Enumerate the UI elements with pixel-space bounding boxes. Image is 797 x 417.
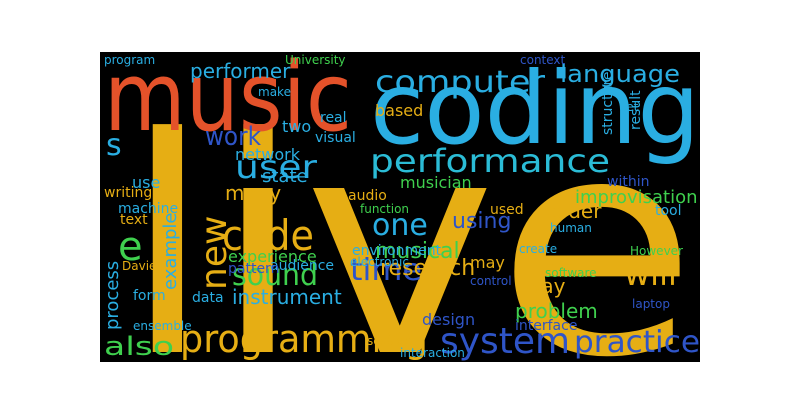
word: based: [375, 101, 423, 120]
word: state: [262, 166, 308, 187]
word: environment: [352, 243, 442, 259]
word: context: [520, 53, 566, 67]
word: s: [106, 128, 122, 163]
word: new: [194, 216, 235, 290]
word: research: [380, 256, 475, 281]
word: ensemble: [133, 319, 192, 333]
word: data: [192, 290, 224, 306]
word: function: [360, 202, 409, 216]
word: interaction: [400, 346, 465, 360]
word: system: [440, 321, 570, 362]
word: programming: [180, 317, 428, 361]
word: session: [367, 334, 411, 348]
cloud-background: [100, 52, 700, 362]
word: process: [102, 261, 123, 330]
word: within: [607, 174, 649, 190]
word: used: [490, 202, 524, 218]
word: two: [282, 117, 311, 136]
word: tool: [655, 203, 682, 219]
word: time: [350, 253, 422, 288]
word: audience: [270, 258, 334, 274]
word: result: [628, 90, 644, 130]
word: instrument: [232, 285, 342, 309]
word: sound: [232, 258, 318, 293]
word: human: [550, 221, 592, 235]
word: musical: [375, 239, 460, 264]
word: text: [120, 212, 148, 228]
word: live: [122, 74, 697, 417]
word: program: [104, 53, 155, 67]
word: paper: [550, 254, 585, 268]
word: performance: [370, 142, 610, 180]
word: experience: [228, 247, 317, 266]
word: use: [132, 173, 160, 192]
word: set: [620, 100, 639, 114]
word: control: [470, 274, 512, 288]
word: practice: [574, 325, 700, 360]
word: structure: [600, 71, 616, 135]
word: pattern: [228, 261, 279, 277]
word: e: [118, 224, 143, 270]
word: using: [452, 209, 511, 234]
word: visual: [315, 130, 356, 146]
word: However: [630, 244, 683, 258]
word: laptop: [632, 297, 670, 311]
word: improvisation: [575, 187, 698, 208]
word: interface: [515, 318, 577, 334]
word: computer: [375, 65, 546, 100]
word: coding: [370, 50, 700, 167]
word: software: [545, 266, 597, 280]
word: code: [222, 211, 314, 260]
word: one: [372, 208, 428, 243]
word: electronic: [350, 255, 409, 269]
word: coder: [545, 199, 602, 223]
word: Davies: [122, 259, 163, 273]
word: musician: [400, 173, 472, 192]
word: may: [470, 253, 505, 272]
word: performer: [190, 59, 291, 83]
word: audio: [348, 188, 387, 204]
word: user: [235, 148, 318, 186]
word: also: [104, 332, 174, 362]
word: will: [624, 255, 677, 293]
word: form: [133, 288, 166, 304]
word: make: [258, 85, 291, 99]
word: example: [160, 213, 181, 290]
word: language: [560, 60, 680, 88]
word: work: [205, 122, 261, 152]
word: machine: [118, 201, 178, 217]
word: writing: [104, 185, 152, 201]
word: create: [519, 242, 557, 256]
word: way: [525, 274, 566, 298]
word: network: [235, 145, 301, 164]
word: problem: [515, 299, 598, 323]
word: many: [225, 181, 281, 205]
word: University: [285, 53, 346, 67]
word: real: [320, 110, 347, 126]
word: music: [104, 43, 352, 153]
word: design: [422, 310, 475, 329]
